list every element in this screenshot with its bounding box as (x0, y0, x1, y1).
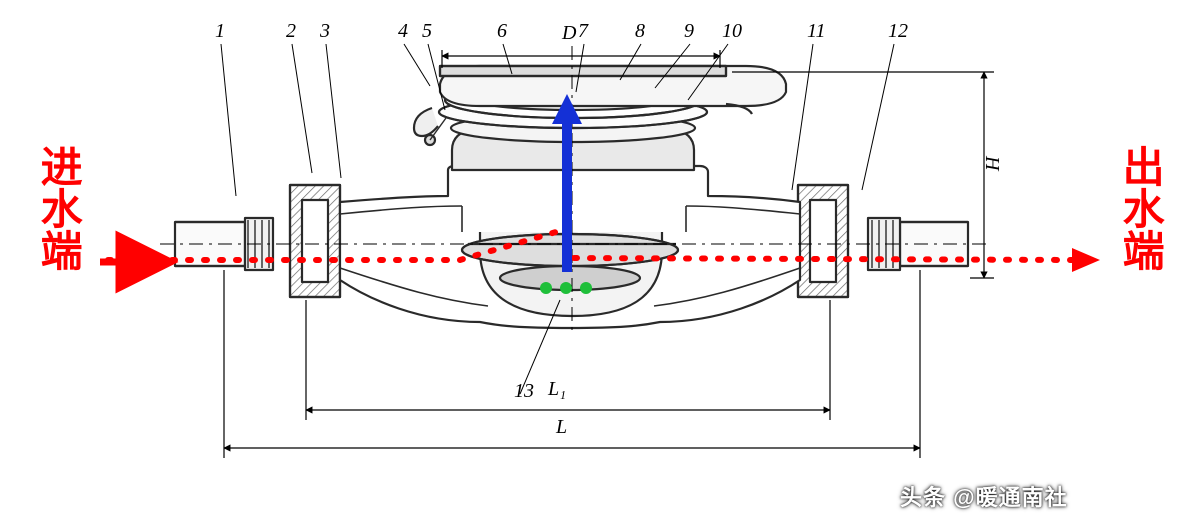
callout-1: 1 (215, 20, 225, 43)
callout-4: 4 (398, 20, 408, 43)
dim-L1: L₁ (548, 378, 566, 401)
dim-H: H (980, 156, 1003, 170)
callout-2: 2 (286, 20, 296, 43)
callout-12: 12 (888, 20, 908, 43)
dim-D: D (562, 22, 576, 45)
callout-13: 13 (514, 380, 534, 403)
callout-8: 8 (635, 20, 645, 43)
callout-7: 7 (578, 20, 588, 43)
callout-6: 6 (497, 20, 507, 43)
water-meter-diagram (0, 0, 1192, 514)
watermark-text: 头条 @暖通南社 (900, 480, 1068, 512)
meter-body (160, 46, 986, 336)
diagram-stage: 进水端 出水端 (0, 0, 1192, 514)
callout-11: 11 (807, 20, 826, 43)
callout-9: 9 (684, 20, 694, 43)
callout-3: 3 (320, 20, 330, 43)
dim-L: L (556, 416, 567, 439)
callout-10: 10 (722, 20, 742, 43)
callout-5: 5 (422, 20, 432, 43)
